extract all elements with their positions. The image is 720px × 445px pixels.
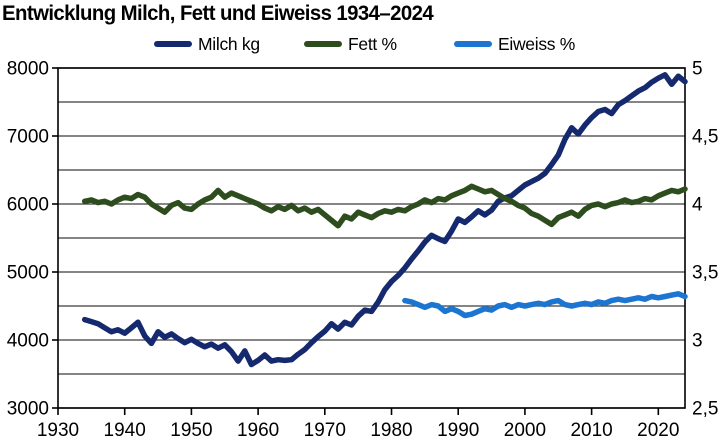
y-left-tick-label: 6000 xyxy=(7,195,49,216)
legend-label-eiweiss: Eiweiss % xyxy=(498,33,576,54)
y-right-tick-label: 5 xyxy=(692,59,703,80)
plot-border xyxy=(57,67,686,409)
legend-item-fett: Fett % xyxy=(304,33,397,55)
y-left-tick-label: 8000 xyxy=(7,59,49,80)
milch-swatch-icon xyxy=(154,41,192,47)
x-tick-label: 1930 xyxy=(37,420,79,441)
y-right-tick-label: 4 xyxy=(692,195,703,216)
eiweiss-line xyxy=(402,291,688,319)
y-left-tick-label: 7000 xyxy=(7,127,49,148)
y-right-tick-label: 4,5 xyxy=(692,127,718,148)
y-left-tick-label: 3000 xyxy=(7,399,49,420)
y-left-tick-label: 4000 xyxy=(7,331,49,352)
chart-title: Entwicklung Milch, Fett und Eiweiss 1934… xyxy=(2,2,434,25)
x-tick-label: 2010 xyxy=(570,420,612,441)
milch-line xyxy=(81,72,688,368)
x-tick-label: 1990 xyxy=(437,420,479,441)
legend-label-milch: Milch kg xyxy=(198,33,260,54)
legend-label-fett: Fett % xyxy=(348,33,397,54)
x-tick-label: 1970 xyxy=(304,420,346,441)
y-right-tick-label: 3 xyxy=(692,331,703,352)
y-right-tick-label: 2,5 xyxy=(692,399,718,420)
legend-item-eiweiss: Eiweiss % xyxy=(454,33,575,55)
legend-item-milch: Milch kg xyxy=(154,33,260,55)
y-right-tick-label: 3,5 xyxy=(692,263,718,284)
y-left-tick-label: 5000 xyxy=(7,263,49,284)
chart-legend: Milch kg Fett % Eiweiss % xyxy=(0,33,720,55)
x-tick-label: 1940 xyxy=(104,420,146,441)
x-tick-label: 1950 xyxy=(170,420,212,441)
fett-swatch-icon xyxy=(304,41,342,47)
x-tick-label: 1960 xyxy=(237,420,279,441)
x-tick-label: 1980 xyxy=(370,420,412,441)
x-tick-label: 2000 xyxy=(504,420,546,441)
fett-line xyxy=(81,183,688,229)
x-tick-label: 2020 xyxy=(637,420,679,441)
eiweiss-swatch-icon xyxy=(454,41,492,47)
